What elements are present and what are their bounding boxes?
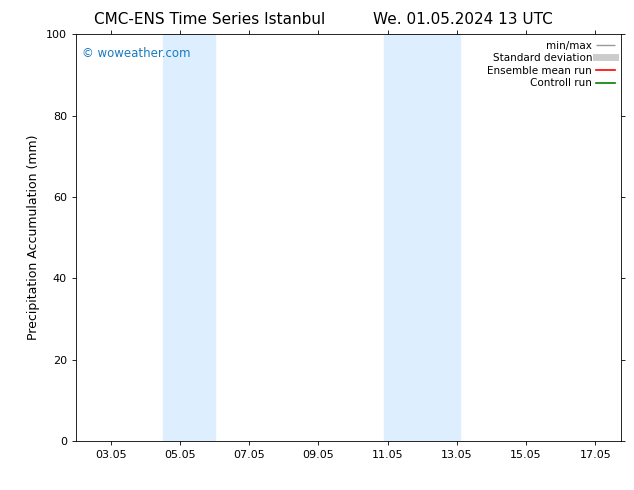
Y-axis label: Precipitation Accumulation (mm): Precipitation Accumulation (mm)	[27, 135, 41, 341]
Text: CMC-ENS Time Series Istanbul: CMC-ENS Time Series Istanbul	[94, 12, 325, 27]
Text: © woweather.com: © woweather.com	[82, 47, 190, 59]
Legend: min/max, Standard deviation, Ensemble mean run, Controll run: min/max, Standard deviation, Ensemble me…	[484, 37, 618, 92]
Text: We. 01.05.2024 13 UTC: We. 01.05.2024 13 UTC	[373, 12, 553, 27]
Bar	[384, 34, 460, 441]
Bar	[163, 34, 214, 441]
